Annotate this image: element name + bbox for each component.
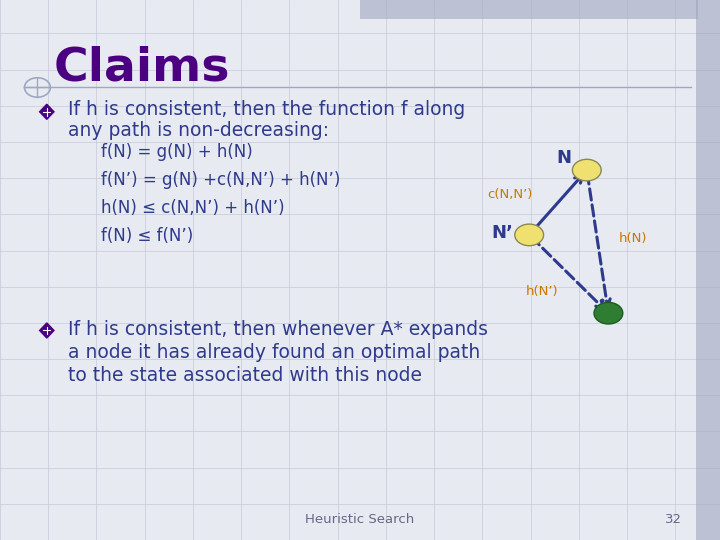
Circle shape	[515, 224, 544, 246]
Text: h(N’): h(N’)	[526, 285, 558, 298]
Bar	[696, 0, 720, 540]
Text: a node it has already found an optimal path: a node it has already found an optimal p…	[68, 343, 481, 362]
Bar	[360, 0, 698, 19]
Text: If h is consistent, then the function f along: If h is consistent, then the function f …	[68, 100, 466, 119]
Text: h(N) ≤ c(N,N’) + h(N’): h(N) ≤ c(N,N’) + h(N’)	[101, 199, 284, 217]
Text: f(N’) = g(N) +c(N,N’) + h(N’): f(N’) = g(N) +c(N,N’) + h(N’)	[101, 171, 340, 189]
Text: Claims: Claims	[54, 46, 230, 91]
Text: c(N,N’): c(N,N’)	[487, 188, 533, 201]
Text: If h is consistent, then whenever A* expands: If h is consistent, then whenever A* exp…	[68, 320, 488, 339]
Text: f(N) = g(N) + h(N): f(N) = g(N) + h(N)	[101, 143, 253, 161]
Text: any path is non-decreasing:: any path is non-decreasing:	[68, 122, 330, 140]
Text: Heuristic Search: Heuristic Search	[305, 513, 415, 526]
Text: N: N	[556, 150, 571, 167]
Circle shape	[594, 302, 623, 324]
Text: to the state associated with this node: to the state associated with this node	[68, 366, 423, 384]
Circle shape	[572, 159, 601, 181]
Polygon shape	[40, 104, 54, 119]
Text: h(N): h(N)	[619, 232, 648, 246]
Text: 32: 32	[665, 513, 682, 526]
Text: N’: N’	[492, 224, 513, 242]
Polygon shape	[40, 323, 54, 338]
Text: f(N) ≤ f(N’): f(N) ≤ f(N’)	[101, 227, 193, 245]
